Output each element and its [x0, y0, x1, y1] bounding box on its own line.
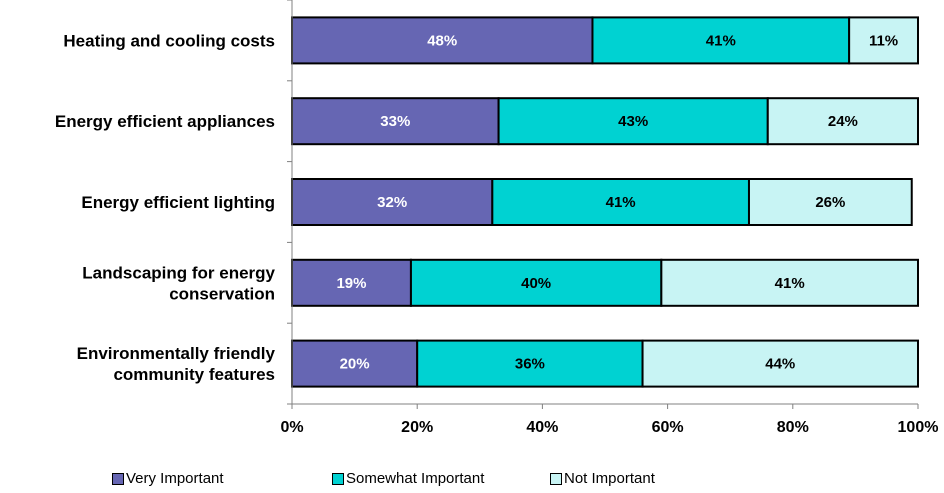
data-label-not-important-4: 44% — [765, 356, 795, 373]
legend-swatch-somewhat-important — [332, 472, 344, 485]
category-label-4-line-0: Environmentally friendly — [77, 344, 276, 363]
legend-label-very-important: Very Important — [126, 470, 224, 487]
x-tick-label: 100% — [898, 419, 939, 436]
data-label-not-important-2: 26% — [815, 194, 845, 211]
data-label-somewhat-important-2: 41% — [606, 194, 636, 211]
legend-label-not-important: Not Important — [564, 470, 655, 487]
labels-group: 48% 41% 11% Heating and cooling costs 33% 43%… — [55, 31, 939, 436]
legend-item-somewhat-important: Somewhat Important — [332, 470, 550, 487]
bar-very-important-2 — [291, 178, 494, 226]
category-label-1: Energy efficient appliances — [55, 112, 275, 131]
category-label-3-line-1: conservation — [169, 284, 275, 303]
data-label-not-important-3: 41% — [775, 275, 805, 292]
legend-swatch-not-important — [550, 472, 562, 485]
data-label-not-important-1: 24% — [828, 113, 858, 130]
x-tick-label: 40% — [526, 419, 558, 436]
bar-not-important-1 — [766, 97, 920, 146]
legend-label-somewhat-important: Somewhat Important — [346, 470, 485, 487]
data-label-very-important-0: 48% — [427, 32, 457, 49]
category-label-0: Heating and cooling costs — [63, 31, 275, 50]
data-label-very-important-1: 33% — [380, 113, 410, 130]
bars-group — [291, 16, 920, 388]
legend-swatch-very-important — [112, 472, 124, 485]
bar-somewhat-important-4 — [416, 339, 644, 388]
data-label-somewhat-important-1: 43% — [618, 113, 648, 130]
x-tick-label: 80% — [777, 419, 809, 436]
legend: Very Important Somewhat Important Not Im… — [112, 470, 655, 487]
bar-not-important-3 — [660, 258, 920, 307]
legend-item-not-important: Not Important — [550, 470, 655, 487]
data-label-very-important-3: 19% — [336, 275, 366, 292]
bar-not-important-0 — [848, 16, 920, 65]
data-label-somewhat-important-3: 40% — [521, 275, 551, 292]
data-label-somewhat-important-4: 36% — [515, 356, 545, 373]
bar-not-important-2 — [747, 178, 913, 226]
category-label-2: Energy efficient lighting — [81, 193, 275, 212]
data-label-very-important-2: 32% — [377, 194, 407, 211]
data-label-very-important-4: 20% — [340, 356, 370, 373]
bar-somewhat-important-2 — [491, 178, 750, 226]
legend-item-very-important: Very Important — [112, 470, 332, 487]
data-label-somewhat-important-0: 41% — [706, 32, 736, 49]
data-label-not-important-0: 11% — [869, 32, 898, 49]
category-label-3-line-0: Landscaping for energy — [82, 263, 275, 282]
bar-not-important-4 — [641, 339, 919, 388]
axes-group — [287, 0, 919, 409]
bar-somewhat-important-0 — [591, 16, 851, 65]
x-tick-label: 0% — [280, 419, 303, 436]
stacked-bar-chart: 48% 41% 11% Heating and cooling costs 33% 43%… — [55, 0, 939, 436]
x-tick-label: 20% — [401, 419, 433, 436]
bar-very-important-4 — [291, 339, 419, 388]
category-label-4-line-1: community features — [113, 365, 275, 384]
bar-somewhat-important-1 — [497, 97, 769, 146]
x-tick-label: 60% — [652, 419, 684, 436]
